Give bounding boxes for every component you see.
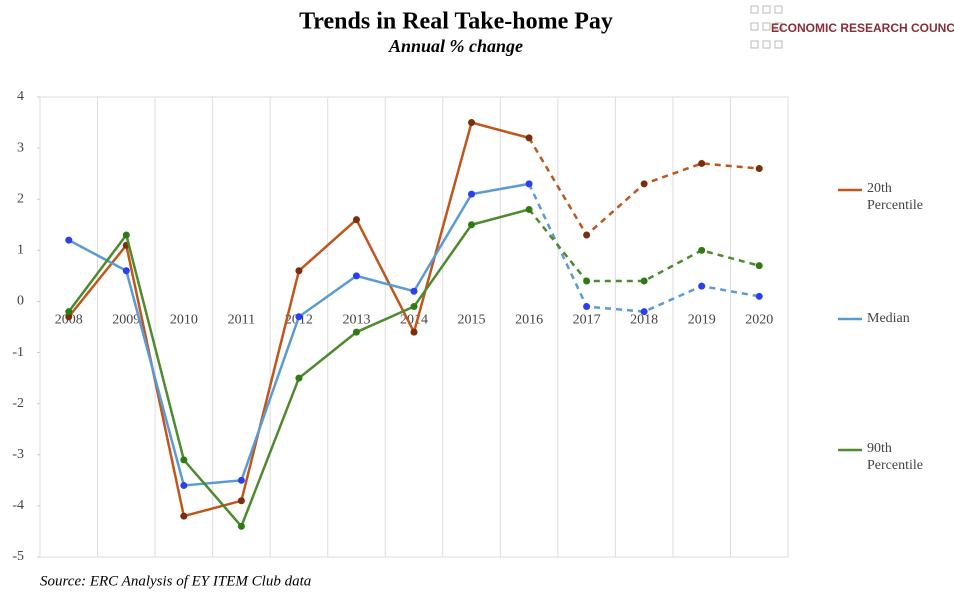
chart-title: Trends in Real Take-home Pay [299, 9, 613, 35]
data-point [583, 231, 591, 239]
data-point [525, 134, 533, 142]
y-tick-label: 1 [17, 243, 24, 258]
data-point [237, 476, 245, 484]
legend-label: 20th Percentile [867, 181, 923, 213]
y-tick-label: 2 [17, 191, 24, 206]
data-point [698, 282, 706, 290]
data-point [122, 231, 130, 239]
x-tick-label: 2016 [515, 313, 543, 328]
data-point [755, 292, 763, 300]
data-point [640, 308, 648, 316]
data-point [180, 481, 188, 489]
data-point [180, 512, 188, 520]
data-point [65, 313, 73, 321]
data-point [122, 267, 130, 275]
x-tick-label: 2013 [342, 313, 370, 328]
data-point [410, 328, 418, 336]
data-point [295, 313, 303, 321]
series-line [68, 182, 530, 487]
data-point [352, 328, 360, 336]
y-tick-label: 4 [17, 89, 24, 104]
data-point [352, 272, 360, 280]
data-point [698, 159, 706, 167]
data-point [583, 277, 591, 285]
x-tick-label: 2017 [573, 313, 601, 328]
data-point [698, 246, 706, 254]
data-point [410, 287, 418, 295]
y-tick-label: 3 [17, 140, 24, 155]
data-point [525, 205, 533, 213]
y-tick-label: -1 [12, 345, 24, 360]
data-point [65, 308, 73, 316]
data-point [640, 277, 648, 285]
data-point [755, 165, 763, 173]
data-point [468, 119, 476, 127]
data-point [65, 236, 73, 244]
y-tick-label: 0 [17, 294, 24, 309]
logo-icon [750, 5, 783, 49]
x-tick-label: 2015 [458, 313, 486, 328]
x-tick-label: 2020 [745, 313, 773, 328]
x-tick-label: 2019 [688, 313, 716, 328]
data-point [468, 221, 476, 229]
data-point [640, 180, 648, 188]
forecast-line [527, 183, 760, 313]
data-point [755, 262, 763, 270]
y-tick-label: -5 [12, 549, 24, 564]
y-tick-label: -4 [12, 498, 24, 513]
data-point [237, 522, 245, 530]
data-point [583, 303, 591, 311]
x-tick-label: 2011 [228, 313, 255, 328]
data-point [468, 190, 476, 198]
data-point [410, 303, 418, 311]
x-tick-label: 2018 [630, 313, 658, 328]
x-tick-label: 2010 [170, 313, 198, 328]
data-point [237, 497, 245, 505]
data-point [295, 374, 303, 382]
data-point [525, 180, 533, 188]
series-line [67, 208, 530, 529]
plot-frame [39, 96, 789, 558]
forecast-line [528, 208, 760, 283]
y-tick-label: -2 [12, 396, 24, 411]
data-point [295, 267, 303, 275]
legend-label: Median [867, 311, 910, 326]
legend-label: 90th Percentile [867, 441, 923, 473]
source-note: Source: ERC Analysis of EY ITEM Club dat… [40, 573, 311, 589]
y-tick-label: -3 [12, 447, 24, 462]
x-tick-label: 2009 [112, 313, 140, 328]
logo-text: ECONOMIC RESEARCH COUNCIL [771, 21, 954, 35]
chart-subtitle: Annual % change [388, 36, 523, 56]
data-point [352, 216, 360, 224]
data-point [180, 456, 188, 464]
